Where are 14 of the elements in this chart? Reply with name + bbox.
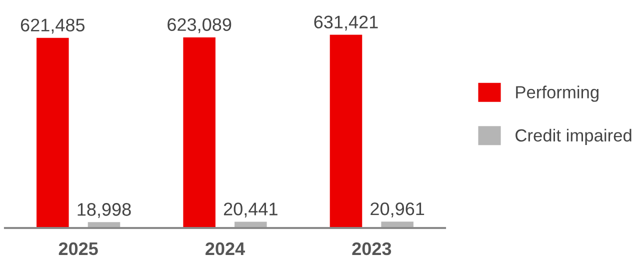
x-tick-label: 2024	[206, 242, 245, 256]
bar	[36, 38, 69, 228]
x-tick-label: 2023	[352, 242, 392, 256]
bar	[330, 34, 362, 228]
data-label: 621,485	[20, 18, 85, 34]
data-label: 631,421	[314, 16, 378, 31]
legend-label: Credit impaired	[516, 128, 632, 146]
bar	[183, 37, 216, 228]
data-label: 18,998	[78, 203, 131, 218]
data-label: 20,961	[370, 202, 424, 218]
data-label: 20,441	[224, 202, 278, 218]
data-label: 623,089	[168, 18, 232, 34]
x-tick-label: 2025	[58, 242, 98, 256]
legend-label: Performing	[516, 86, 598, 102]
